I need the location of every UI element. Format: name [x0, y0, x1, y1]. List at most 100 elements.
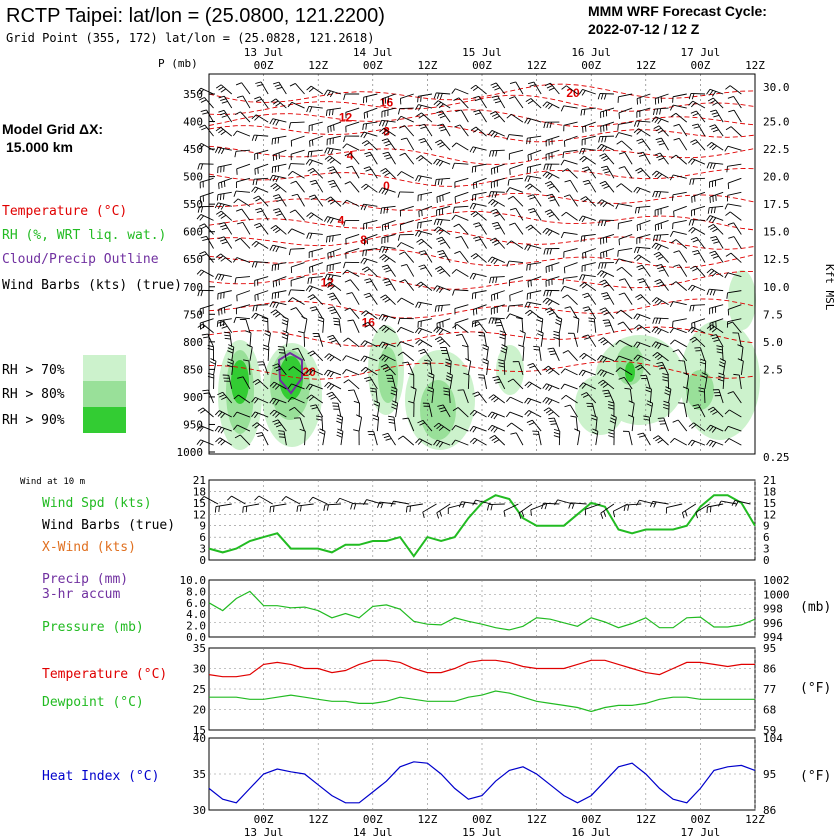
- wind-barb-feather: [616, 309, 622, 315]
- wind-barb-feather: [218, 95, 225, 99]
- wind-barb: [295, 180, 305, 193]
- wind-barb-feather: [690, 102, 696, 108]
- wind-barb-feather: [560, 368, 566, 374]
- legend-precip: Precip (mm): [42, 572, 128, 587]
- y-tick-label-right: 12: [763, 508, 776, 521]
- wind-barb-feather: [597, 355, 602, 361]
- isotherm-line: [208, 211, 756, 231]
- wind-barb: [709, 215, 724, 221]
- wind-barb-feather: [537, 316, 543, 320]
- wind-barb: [564, 368, 578, 376]
- wind-barb-feather: [454, 250, 461, 254]
- wind-barb-feather: [436, 92, 440, 99]
- wind-barb-feather: [382, 170, 389, 174]
- wind-barb-feather: [692, 305, 695, 312]
- wind-barb-feather: [711, 126, 718, 130]
- wind-barb: [314, 194, 324, 207]
- wind-barb-feather: [637, 169, 644, 174]
- wind-barb: [675, 239, 688, 249]
- wind-barb-feather: [418, 157, 424, 162]
- wind-barb: [376, 417, 380, 432]
- kft-tick-label: 15.0: [763, 226, 790, 239]
- wind-barb-feather: [601, 136, 604, 143]
- wind-barb-feather: [440, 128, 447, 132]
- wind-barb-feather: [547, 347, 554, 350]
- wind-barb: [454, 205, 469, 208]
- wind-barb: [678, 250, 688, 263]
- wind-barb-feather: [731, 500, 736, 506]
- wind-barb-feather: [608, 404, 615, 407]
- wind-barb-feather: [202, 389, 209, 392]
- wind-barb: [273, 276, 287, 282]
- wind-barb-feather: [453, 97, 460, 101]
- wind-barb-feather: [568, 502, 572, 509]
- wind-barb-feather: [591, 431, 598, 435]
- wind-barb-feather: [251, 186, 256, 193]
- pressure-unit: (mb): [800, 600, 831, 615]
- wind-barb-feather: [672, 419, 679, 423]
- isotherm-line: [208, 271, 755, 290]
- wind-barb-feather: [326, 370, 332, 377]
- wind-barb-feather: [690, 328, 696, 334]
- wind-barb-feather: [521, 510, 525, 517]
- wind-barb-feather: [545, 229, 550, 235]
- wind-barb-feather: [592, 428, 599, 432]
- wind-barb: [690, 219, 705, 221]
- wind-barb-feather: [363, 258, 368, 265]
- wind-barb-feather: [218, 309, 220, 316]
- wind-barb-feather: [272, 505, 275, 513]
- kft-tick-label: 5.0: [763, 336, 783, 349]
- wind-barb-feather: [470, 126, 477, 131]
- wind-barb: [475, 126, 487, 137]
- wind-barb-feather: [493, 427, 498, 433]
- wind-barb-feather: [433, 92, 437, 99]
- wind-barb: [696, 237, 706, 249]
- wind-barb-feather: [262, 347, 269, 351]
- wind-barb: [625, 503, 642, 506]
- wind-barb-feather: [440, 178, 443, 185]
- wind-barb-feather: [724, 146, 729, 152]
- wind-barb-feather: [217, 439, 223, 444]
- wind-barb: [218, 425, 232, 432]
- wind-barb: [338, 318, 342, 333]
- wind-barb-feather: [308, 160, 313, 166]
- wind-barb-feather: [346, 292, 353, 295]
- wind-barb-feather: [385, 120, 389, 127]
- wind-barb-feather: [657, 300, 663, 306]
- wind-barb-feather: [544, 82, 551, 87]
- wind-barb-feather: [325, 196, 331, 201]
- wind-barb-feather: [597, 199, 602, 205]
- wind-barb-feather: [437, 123, 444, 127]
- pressure-tick-label: 450: [183, 143, 203, 156]
- wind-barb-feather: [243, 359, 250, 362]
- wind-barb-feather: [305, 285, 310, 291]
- wind-barb-feather: [537, 333, 543, 337]
- wind-barb-feather: [706, 289, 710, 295]
- rh90-blob: [625, 362, 635, 382]
- wind-barb: [363, 93, 378, 98]
- wind-barb: [686, 375, 690, 389]
- wind-barb: [436, 304, 451, 307]
- wind-barb: [290, 149, 305, 155]
- wind-barb-feather: [218, 183, 220, 190]
- wind-barb: [309, 262, 323, 268]
- heat-f-unit: (°F): [800, 769, 831, 784]
- wind-barb-feather: [542, 297, 548, 303]
- wind-barb: [382, 219, 396, 226]
- wind-barb-feather: [254, 222, 260, 226]
- wind-barb: [428, 403, 433, 418]
- wind-barb: [290, 276, 305, 281]
- wind-barb: [366, 140, 378, 151]
- wind-barb: [369, 292, 378, 305]
- wind-barb-feather: [355, 414, 362, 418]
- wind-barb-feather: [548, 369, 554, 374]
- wind-barb: [267, 332, 271, 347]
- wind-barb-feather: [584, 182, 591, 186]
- wind-barb-feather: [548, 104, 553, 110]
- wind-barb-feather: [548, 87, 555, 91]
- wind-barb-feather: [673, 137, 680, 141]
- wind-barb-feather: [658, 191, 662, 198]
- wind-barb-feather: [482, 344, 489, 348]
- wind-barb: [327, 369, 342, 376]
- wind-barb-feather: [548, 230, 553, 236]
